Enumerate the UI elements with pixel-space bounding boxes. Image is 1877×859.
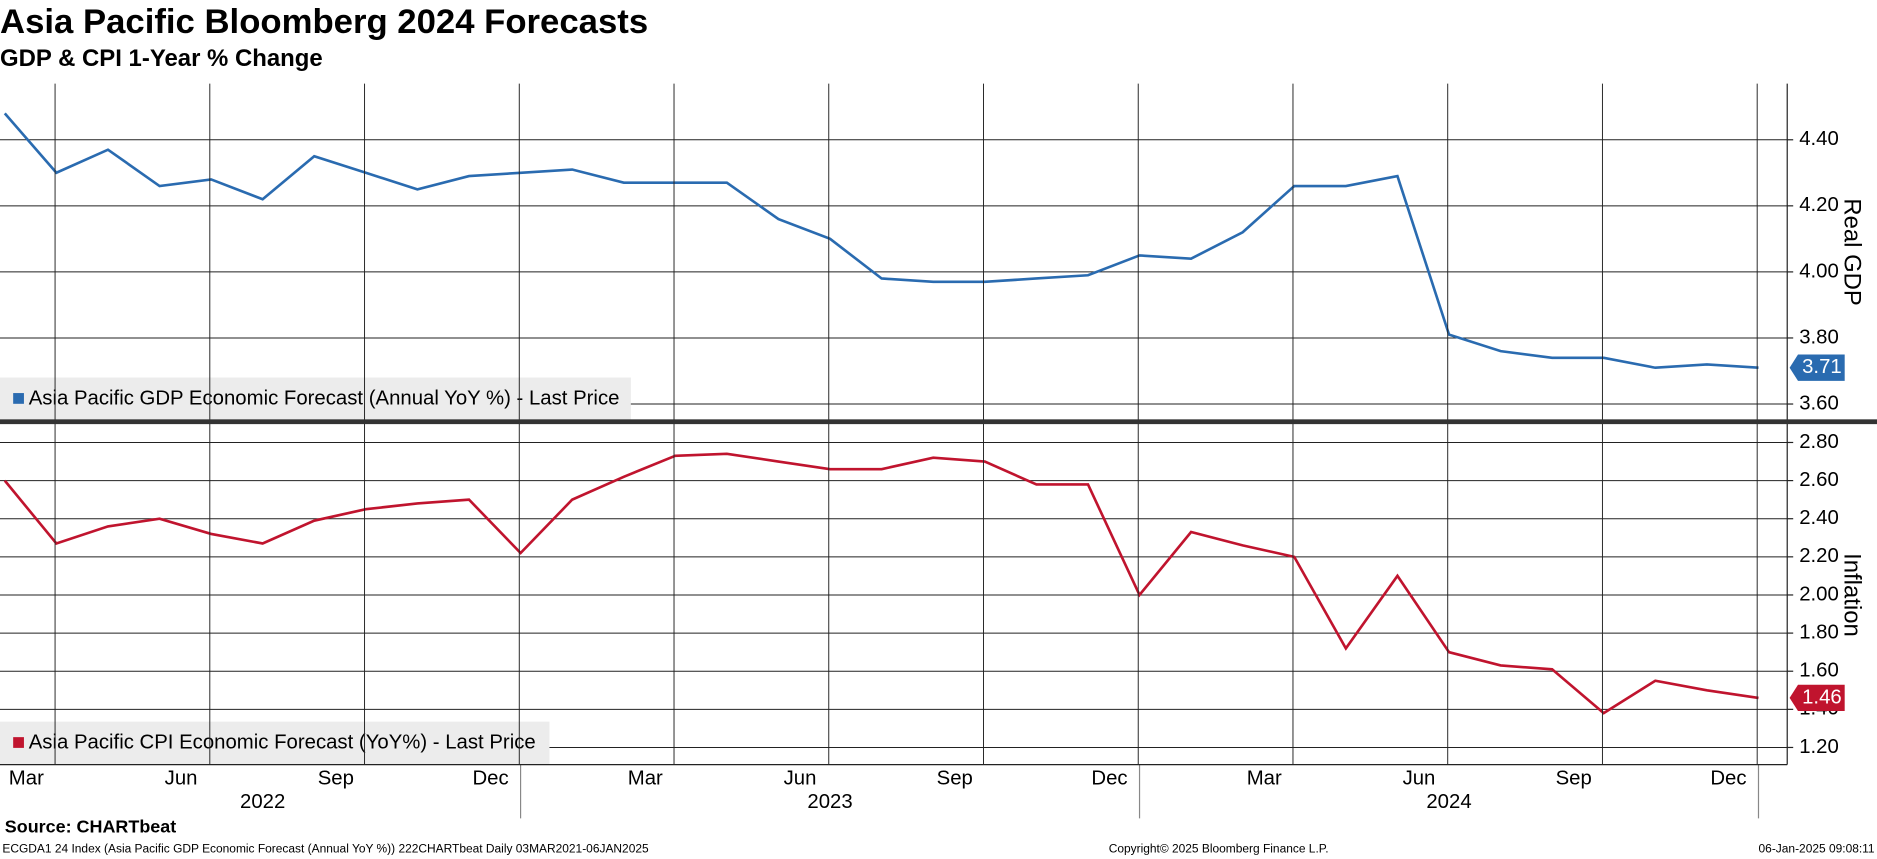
- source: Source: CHARTbeat: [5, 817, 176, 837]
- y-tick-label: 2.60: [1799, 469, 1839, 491]
- x-year-label: 2024: [1426, 791, 1471, 813]
- last-price-badge: [1789, 684, 1845, 712]
- legend-swatch: [13, 393, 24, 404]
- x-tick-label: Mar: [9, 767, 44, 789]
- legend-box: [0, 377, 631, 421]
- line-series: [3, 112, 1759, 370]
- y-tick-label: 2.80: [1799, 431, 1839, 453]
- x-tick-label: Dec: [472, 767, 508, 789]
- chart-subtitle: GDP & CPI 1-Year % Change: [0, 45, 323, 72]
- x-tick-label: Jun: [1403, 767, 1436, 789]
- legend-box: [0, 721, 550, 765]
- y-tick-label: 2.20: [1799, 545, 1839, 567]
- y-tick-label: 1.80: [1799, 621, 1839, 643]
- legend-label: Asia Pacific CPI Economic Forecast (YoY%…: [29, 731, 536, 753]
- x-tick-label: Jun: [784, 767, 817, 789]
- y-tick-label: 1.20: [1799, 736, 1839, 758]
- chart-title: Asia Pacific Bloomberg 2024 Forecasts: [0, 3, 648, 41]
- y-tick-label: 4.00: [1799, 260, 1839, 282]
- x-tick-label: Dec: [1091, 767, 1127, 789]
- x-tick-label: Sep: [1556, 767, 1592, 789]
- x-year-label: 2022: [240, 791, 285, 813]
- y-tick-label: 4.40: [1799, 128, 1839, 150]
- panel-divider: [0, 419, 1877, 425]
- legend-swatch: [13, 737, 24, 748]
- footer-info: ECGDA1 24 Index (Asia Pacific GDP Econom…: [2, 842, 649, 856]
- y-tick-label: 3.80: [1799, 326, 1839, 348]
- x-tick-label: Mar: [1247, 767, 1282, 789]
- x-tick-label: Sep: [318, 767, 354, 789]
- line-series: [3, 452, 1759, 715]
- last-price-badge: [1789, 354, 1845, 381]
- y-tick-label: 3.60: [1799, 392, 1839, 414]
- timestamp: 06-Jan-2025 09:08:11: [1759, 842, 1875, 856]
- y-tick-label: 1.60: [1799, 660, 1839, 682]
- x-tick-label: Dec: [1710, 767, 1746, 789]
- y-axis-label: Inflation: [1838, 553, 1865, 637]
- last-price-label: 1.46: [1802, 686, 1842, 708]
- y-axis-label: Real GDP: [1838, 198, 1865, 306]
- x-tick-label: Sep: [937, 767, 973, 789]
- y-tick-label: 4.20: [1799, 194, 1839, 216]
- y-tick-label: 2.00: [1799, 583, 1839, 605]
- last-price-label: 3.71: [1802, 356, 1842, 378]
- copyright: Copyright© 2025 Bloomberg Finance L.P.: [1109, 842, 1329, 856]
- legend-label: Asia Pacific GDP Economic Forecast (Annu…: [29, 387, 620, 409]
- x-tick-label: Mar: [628, 767, 663, 789]
- y-tick-label: 2.40: [1799, 507, 1839, 529]
- x-year-label: 2023: [807, 791, 852, 813]
- plot-area: 3.60 3.80 4.00 4.20 4.40 Real GDP 3.71 Asia Pac…: [0, 83, 1877, 819]
- x-tick-label: Jun: [165, 767, 198, 789]
